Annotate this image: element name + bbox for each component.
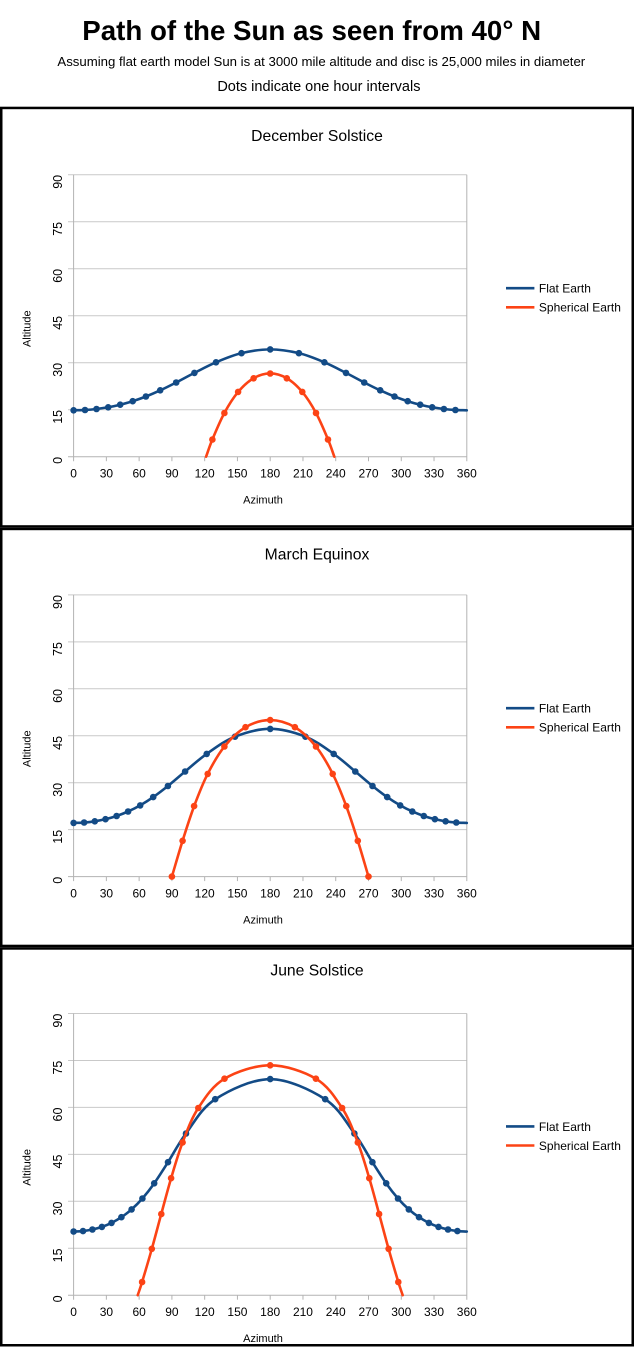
svg-text:240: 240 bbox=[326, 467, 346, 481]
svg-text:60: 60 bbox=[132, 1305, 146, 1319]
svg-text:240: 240 bbox=[326, 887, 346, 901]
svg-text:Flat Earth: Flat Earth bbox=[539, 282, 591, 296]
svg-text:60: 60 bbox=[51, 689, 65, 703]
svg-text:90: 90 bbox=[165, 887, 179, 901]
svg-text:Spherical Earth: Spherical Earth bbox=[539, 1139, 621, 1153]
svg-text:180: 180 bbox=[260, 467, 280, 481]
svg-text:90: 90 bbox=[165, 1305, 179, 1319]
svg-text:75: 75 bbox=[51, 642, 65, 656]
svg-text:30: 30 bbox=[100, 467, 114, 481]
svg-text:Altitude: Altitude bbox=[22, 730, 34, 767]
svg-text:Altitude: Altitude bbox=[22, 1149, 34, 1186]
svg-text:90: 90 bbox=[51, 1014, 65, 1028]
svg-text:Azimuth: Azimuth bbox=[243, 1333, 283, 1345]
svg-text:December Solstice: December Solstice bbox=[251, 128, 383, 145]
svg-text:300: 300 bbox=[391, 887, 411, 901]
svg-text:210: 210 bbox=[293, 467, 313, 481]
svg-text:120: 120 bbox=[195, 887, 215, 901]
svg-text:90: 90 bbox=[51, 595, 65, 609]
svg-text:180: 180 bbox=[260, 1305, 280, 1319]
svg-text:60: 60 bbox=[51, 269, 65, 283]
svg-text:0: 0 bbox=[70, 1305, 77, 1319]
svg-text:150: 150 bbox=[227, 1305, 247, 1319]
svg-text:Altitude: Altitude bbox=[22, 310, 34, 347]
svg-text:0: 0 bbox=[70, 467, 77, 481]
svg-text:Azimuth: Azimuth bbox=[243, 915, 283, 927]
svg-text:60: 60 bbox=[132, 467, 146, 481]
svg-text:360: 360 bbox=[457, 1305, 477, 1319]
svg-text:210: 210 bbox=[293, 1305, 313, 1319]
svg-text:15: 15 bbox=[51, 1248, 65, 1262]
svg-text:45: 45 bbox=[51, 1155, 65, 1169]
svg-text:75: 75 bbox=[51, 1061, 65, 1075]
svg-text:270: 270 bbox=[358, 1305, 378, 1319]
svg-text:180: 180 bbox=[260, 887, 280, 901]
svg-text:Flat Earth: Flat Earth bbox=[539, 702, 591, 716]
svg-text:360: 360 bbox=[457, 887, 477, 901]
svg-text:300: 300 bbox=[391, 467, 411, 481]
svg-text:March Equinox: March Equinox bbox=[265, 546, 370, 563]
svg-text:330: 330 bbox=[424, 1305, 444, 1319]
svg-text:45: 45 bbox=[51, 736, 65, 750]
svg-text:15: 15 bbox=[51, 830, 65, 844]
svg-text:330: 330 bbox=[424, 467, 444, 481]
svg-text:Spherical Earth: Spherical Earth bbox=[539, 721, 621, 735]
svg-text:0: 0 bbox=[51, 457, 65, 464]
svg-text:Dots indicate one hour interva: Dots indicate one hour intervals bbox=[217, 79, 420, 95]
svg-text:150: 150 bbox=[227, 467, 247, 481]
svg-text:240: 240 bbox=[326, 1305, 346, 1319]
svg-text:June Solstice: June Solstice bbox=[270, 963, 364, 980]
svg-text:30: 30 bbox=[51, 1201, 65, 1215]
svg-text:60: 60 bbox=[132, 887, 146, 901]
svg-text:Path of the Sun as seen from 4: Path of the Sun as seen from 40° N bbox=[82, 15, 541, 46]
svg-text:60: 60 bbox=[51, 1108, 65, 1122]
svg-text:120: 120 bbox=[195, 1305, 215, 1319]
svg-text:Spherical Earth: Spherical Earth bbox=[539, 301, 621, 315]
svg-text:300: 300 bbox=[391, 1305, 411, 1319]
svg-text:360: 360 bbox=[457, 467, 477, 481]
svg-text:330: 330 bbox=[424, 887, 444, 901]
svg-text:0: 0 bbox=[51, 1295, 65, 1302]
svg-text:150: 150 bbox=[227, 887, 247, 901]
svg-text:0: 0 bbox=[51, 877, 65, 884]
svg-text:90: 90 bbox=[51, 175, 65, 189]
svg-text:Flat Earth: Flat Earth bbox=[539, 1120, 591, 1134]
svg-text:15: 15 bbox=[51, 410, 65, 424]
svg-text:75: 75 bbox=[51, 222, 65, 236]
svg-text:120: 120 bbox=[195, 467, 215, 481]
svg-text:45: 45 bbox=[51, 316, 65, 330]
svg-text:30: 30 bbox=[100, 887, 114, 901]
svg-text:Assuming flat earth model Sun: Assuming flat earth model Sun is at 3000… bbox=[57, 54, 585, 69]
svg-text:90: 90 bbox=[165, 467, 179, 481]
svg-text:270: 270 bbox=[358, 887, 378, 901]
svg-text:210: 210 bbox=[293, 887, 313, 901]
svg-text:30: 30 bbox=[100, 1305, 114, 1319]
svg-text:30: 30 bbox=[51, 363, 65, 377]
svg-text:Azimuth: Azimuth bbox=[243, 495, 283, 507]
svg-text:270: 270 bbox=[358, 467, 378, 481]
svg-text:30: 30 bbox=[51, 783, 65, 797]
svg-text:0: 0 bbox=[70, 887, 77, 901]
